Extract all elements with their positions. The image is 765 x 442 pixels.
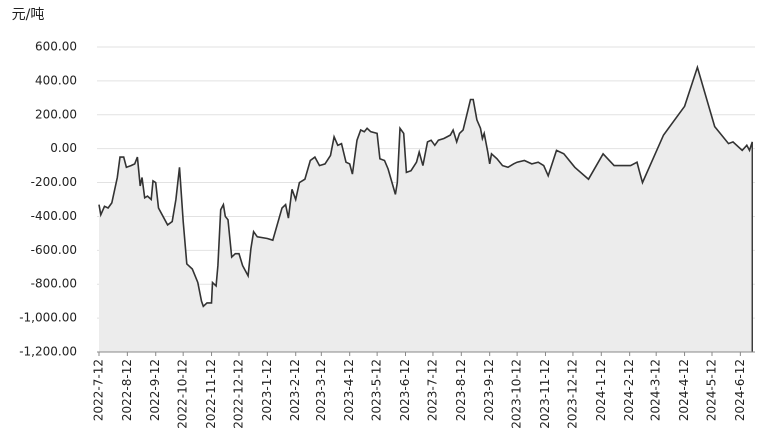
x-tick-label: 2022-10-12	[176, 359, 190, 429]
line	[98, 64, 754, 308]
y-tick-label: 0.00	[50, 141, 77, 155]
y-tick-label: 200.00	[35, 107, 77, 121]
x-tick-label: 2023-10-12	[510, 359, 524, 429]
area	[99, 67, 753, 353]
x-tick-label: 2023-7-12	[425, 359, 439, 421]
x-tick-label: 2023-8-12	[454, 359, 468, 421]
x-tick-label: 2024-6-12	[733, 359, 747, 421]
y-tick-label: -200.00	[31, 175, 77, 189]
y-tick-label: 400.00	[35, 73, 77, 87]
y-tick-label: -400.00	[31, 209, 77, 223]
x-tick-label: 2023-1-12	[260, 359, 274, 421]
x-tick-label: 2023-5-12	[370, 359, 384, 421]
y-tick-label: -1,200.00	[19, 345, 77, 359]
x-tick-label: 2022-12-12	[231, 359, 245, 429]
x-tick-label: 2024-4-12	[677, 359, 691, 421]
x-tick-label: 2024-1-12	[594, 359, 608, 421]
y-unit: 元/吨	[12, 7, 45, 23]
y-tick-label: -1,000.00	[19, 311, 77, 325]
x-tick-label: 2023-11-12	[538, 359, 552, 429]
x-tick-label: 2022-9-12	[148, 359, 162, 421]
x-tick-label: 2022-8-12	[120, 359, 134, 421]
y-tick-label: 600.00	[35, 40, 77, 54]
x-tick-label: 2024-3-12	[649, 359, 663, 421]
x-tick-label: 2023-9-12	[482, 359, 496, 421]
x-tick-label: 2022-11-12	[204, 359, 218, 429]
y-tick-label: -600.00	[31, 243, 77, 257]
x-tick-label: 2024-5-12	[704, 359, 718, 421]
x-tick-label: 2022-7-12	[92, 359, 106, 421]
x-tick-label: 2023-2-12	[288, 359, 302, 421]
x-tick-label: 2023-12-12	[565, 359, 579, 429]
x-tick-label: 2023-6-12	[398, 359, 412, 421]
y-tick-label: -800.00	[31, 277, 77, 291]
x-tick-label: 2023-4-12	[342, 359, 356, 421]
x-tick-label: 2023-3-12	[314, 359, 328, 421]
x-tick-label: 2024-2-12	[622, 359, 636, 421]
